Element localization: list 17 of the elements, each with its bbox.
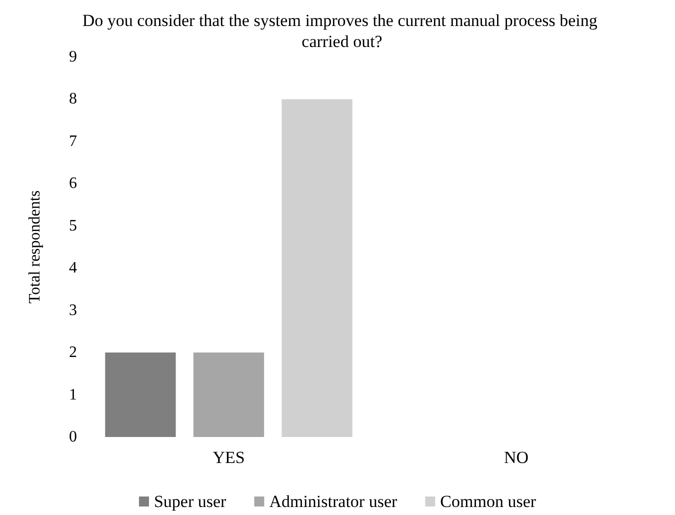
- chart-title: Do you consider that the system improves the current manual process being carried out?: [82, 11, 602, 51]
- y-tick-label: 8: [69, 90, 77, 108]
- legend-label: Common user: [440, 492, 536, 511]
- x-tick-label: NO: [504, 448, 529, 467]
- y-tick-label: 9: [69, 48, 77, 66]
- legend-label: Super user: [154, 492, 227, 511]
- y-tick-label: 6: [69, 175, 77, 192]
- y-tick-label: 5: [69, 217, 77, 234]
- y-tick-label: 7: [69, 132, 77, 150]
- y-tick-label: 2: [69, 344, 77, 362]
- y-tick-label: 4: [69, 260, 77, 277]
- y-tick-label: 1: [69, 386, 77, 404]
- y-tick-label: 3: [69, 302, 77, 319]
- y-axis-title: Total respondents: [26, 190, 44, 304]
- x-tick-label: YES: [212, 448, 245, 467]
- legend-label: Administrator user: [269, 492, 398, 511]
- y-tick-label: 0: [69, 428, 77, 446]
